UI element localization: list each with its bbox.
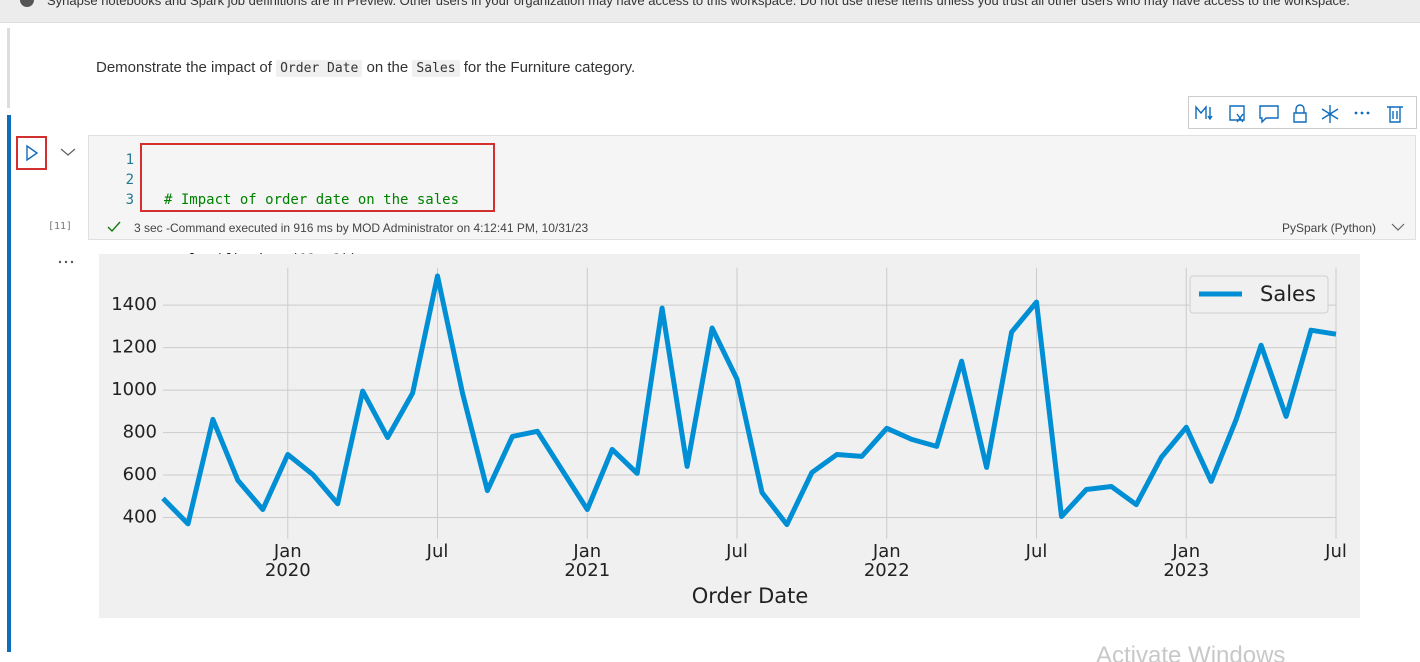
- text: on the: [362, 59, 413, 76]
- inline-code: Order Date: [276, 60, 363, 77]
- x-tick-label: Jul: [1025, 541, 1048, 562]
- freeze-icon[interactable]: [1321, 105, 1339, 123]
- text: Demonstrate the impact of: [96, 59, 277, 76]
- y-tick-label: 600: [123, 464, 157, 485]
- cell-toolbar: [1188, 96, 1417, 129]
- x-tick-label: Jul: [726, 541, 748, 562]
- preview-banner: Synapse notebooks and Spark job definiti…: [0, 0, 1420, 23]
- line-number: 2: [125, 172, 134, 188]
- chart-background: [99, 254, 1360, 618]
- language-picker[interactable]: PySpark (Python): [1282, 221, 1377, 235]
- y-tick-label: 1200: [111, 337, 157, 358]
- line-number: 3: [125, 192, 134, 208]
- y-tick-label: 1400: [111, 294, 157, 315]
- highlight-box: [16, 136, 47, 170]
- delete-icon[interactable]: [1387, 106, 1403, 123]
- x-tick-label: Jan 2020: [264, 541, 311, 581]
- sales-line: [161, 273, 1337, 528]
- info-icon: [20, 0, 34, 7]
- hide-input-icon[interactable]: [1229, 105, 1245, 123]
- lock-icon[interactable]: [1293, 104, 1307, 123]
- code-cell: [88, 135, 1416, 240]
- x-tick-label: Jul: [1325, 541, 1347, 562]
- y-tick-label: 400: [123, 507, 157, 528]
- text: for the Furniture category.: [459, 59, 636, 76]
- active-cell-bar: [7, 115, 11, 652]
- markdown-cell-bar: [7, 28, 10, 108]
- x-tick-label: Jan 2022: [863, 541, 910, 581]
- banner-text: Synapse notebooks and Spark job definiti…: [47, 0, 1350, 8]
- y-tick-label: 800: [123, 422, 157, 443]
- execution-count: [11]: [48, 221, 73, 232]
- watermark: Activate Windows: [1096, 642, 1286, 662]
- code-line: # Impact of order date on the sales: [164, 192, 460, 208]
- language-chevron[interactable]: [1390, 221, 1406, 233]
- execution-status: 3 sec -Command executed in 916 ms by MOD…: [134, 221, 589, 235]
- code-highlight-box: [140, 143, 495, 212]
- comment-icon[interactable]: [1259, 105, 1279, 124]
- y-tick-label: 1000: [111, 379, 157, 400]
- run-icon[interactable]: [26, 144, 39, 162]
- x-tick-label: Jan 2021: [564, 541, 611, 581]
- run-cell-button[interactable]: [16, 136, 48, 171]
- x-axis-label: Order Date: [691, 584, 809, 608]
- line-numbers: 1 2 3: [110, 150, 134, 210]
- collapse-chevron[interactable]: [58, 144, 78, 160]
- line-number: 1: [125, 152, 134, 168]
- output-more[interactable]: [56, 258, 78, 266]
- success-check: [107, 221, 121, 233]
- x-tick-label: Jan 2023: [1163, 541, 1210, 581]
- legend-box: [1189, 275, 1329, 314]
- markdown-toggle-icon[interactable]: [1195, 105, 1213, 121]
- more-icon[interactable]: [1354, 111, 1370, 115]
- inline-code: Sales: [412, 60, 460, 77]
- legend-label: Sales: [1260, 282, 1316, 306]
- x-tick-label: Jul: [426, 541, 449, 562]
- markdown-text: Demonstrate the impact of Order Date on …: [96, 59, 636, 77]
